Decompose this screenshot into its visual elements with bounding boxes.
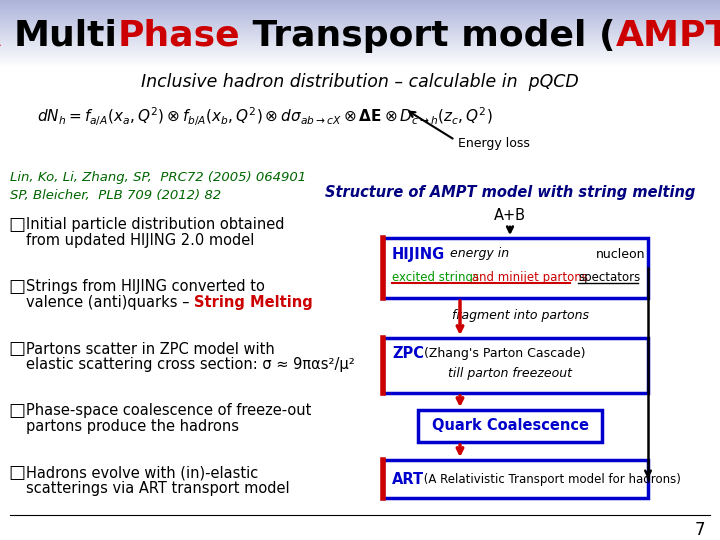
Text: Phase: Phase (117, 19, 240, 53)
Text: Multi: Multi (14, 19, 117, 53)
Text: ART: ART (392, 471, 424, 487)
Text: □: □ (8, 216, 25, 234)
Text: HIJING: HIJING (392, 246, 445, 261)
Text: SP, Bleicher,  PLB 709 (2012) 82: SP, Bleicher, PLB 709 (2012) 82 (10, 188, 221, 201)
Text: excited strings: excited strings (392, 272, 479, 285)
Text: from updated HIJING 2.0 model: from updated HIJING 2.0 model (26, 233, 254, 248)
Bar (383, 460, 648, 498)
Text: scatterings via ART transport model: scatterings via ART transport model (26, 482, 289, 496)
Text: A+B: A+B (494, 208, 526, 224)
Text: AMPT: AMPT (616, 19, 720, 53)
Text: elastic scattering cross section: σ ≈ 9παs²/μ²: elastic scattering cross section: σ ≈ 9π… (26, 357, 355, 373)
Text: Phase-space coalescence of freeze-out: Phase-space coalescence of freeze-out (26, 403, 311, 418)
Text: partons produce the hadrons: partons produce the hadrons (26, 420, 239, 435)
Text: ZPC: ZPC (392, 347, 424, 361)
Bar (418, 410, 602, 442)
Text: □: □ (8, 340, 25, 358)
Text: □: □ (8, 402, 25, 420)
Bar (383, 338, 648, 393)
Text: Hadrons evolve with (in)-elastic: Hadrons evolve with (in)-elastic (26, 465, 258, 481)
Text: Quark Coalescence: Quark Coalescence (431, 418, 588, 434)
Text: Strings from HIJING converted to: Strings from HIJING converted to (26, 280, 265, 294)
Text: fragment into partons: fragment into partons (451, 308, 588, 321)
Text: and minijet partons: and minijet partons (468, 272, 588, 285)
Text: till parton freezeout: till parton freezeout (448, 367, 572, 380)
Bar (383, 238, 648, 298)
Text: energy in: energy in (450, 247, 509, 260)
Text: Inclusive hadron distribution – calculable in  pQCD: Inclusive hadron distribution – calculab… (141, 73, 579, 91)
Text: (Zhang's Parton Cascade): (Zhang's Parton Cascade) (420, 348, 585, 361)
Text: Transport model (: Transport model ( (240, 19, 616, 53)
Text: Energy loss: Energy loss (458, 138, 530, 151)
Text: (A Relativistic Transport model for hadrons): (A Relativistic Transport model for hadr… (420, 472, 681, 485)
Text: Partons scatter in ZPC model with: Partons scatter in ZPC model with (26, 341, 275, 356)
Text: Structure of AMPT model with string melting: Structure of AMPT model with string melt… (325, 186, 696, 200)
Text: □: □ (8, 464, 25, 482)
Text: 7: 7 (695, 521, 705, 539)
Text: □: □ (8, 278, 25, 296)
Text: A: A (0, 19, 14, 53)
Text: Initial particle distribution obtained: Initial particle distribution obtained (26, 218, 284, 233)
Text: nucleon: nucleon (596, 247, 646, 260)
Text: $dN_h = f_{a/A}(x_a,Q^2)\otimes f_{b/A}(x_b,Q^2)\otimes d\sigma_{ab\rightarrow c: $dN_h = f_{a/A}(x_a,Q^2)\otimes f_{b/A}(… (37, 106, 493, 129)
Text: valence (anti)quarks –: valence (anti)quarks – (26, 295, 194, 310)
Text: Lin, Ko, Li, Zhang, SP,  PRC72 (2005) 064901: Lin, Ko, Li, Zhang, SP, PRC72 (2005) 064… (10, 172, 306, 185)
Text: spectators: spectators (578, 272, 640, 285)
Text: String Melting: String Melting (194, 295, 313, 310)
